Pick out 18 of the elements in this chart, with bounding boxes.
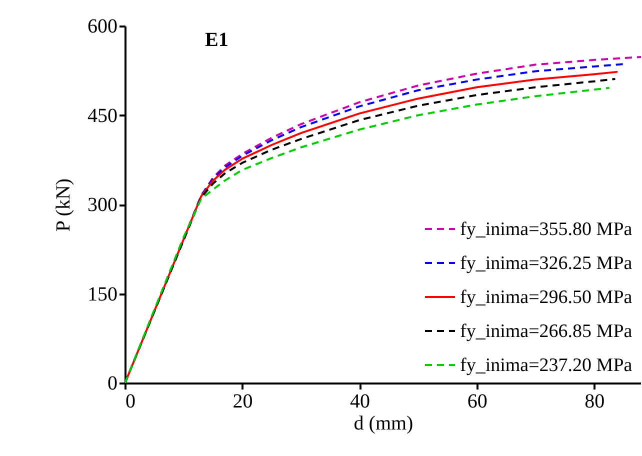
x-tick-label: 80: [584, 390, 605, 412]
legend-label: fy_inima=296.50 MPa: [460, 287, 633, 308]
y-tick-label: 300: [88, 194, 118, 216]
x-tick-label: 20: [232, 390, 253, 412]
y-tick-label: 150: [88, 283, 118, 306]
chart-title: E1: [205, 29, 228, 51]
x-tick-label: 60: [467, 390, 488, 412]
y-tick-label: 600: [88, 16, 118, 38]
x-axis-title: d (mm): [354, 412, 414, 434]
x-tick-label: 40: [350, 390, 370, 412]
y-tick-label: 450: [88, 104, 118, 127]
legend-label: fy_inima=237.20 MPa: [460, 355, 633, 376]
legend-label: fy_inima=326.25 MPa: [460, 253, 633, 274]
legend-label: fy_inima=266.85 MPa: [460, 321, 633, 342]
legend-label: fy_inima=355.80 MPa: [460, 219, 633, 240]
y-tick-label: 0: [108, 372, 118, 394]
x-tick-label: 0: [126, 390, 136, 412]
y-axis-title: P (kN): [52, 178, 74, 232]
